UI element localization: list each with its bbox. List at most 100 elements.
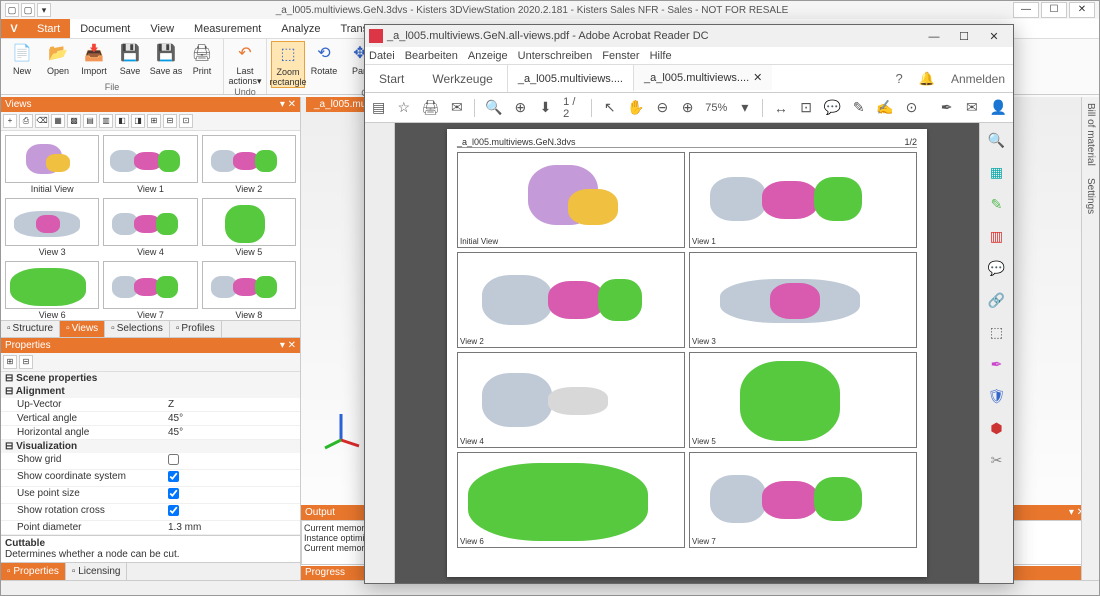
reader-doc-tab[interactable]: _a_l005.multiviews....	[507, 65, 633, 92]
menu-anzeige[interactable]: Anzeige	[468, 50, 508, 62]
chevron-down-icon[interactable]: ▾	[737, 99, 752, 117]
menu-unterschreiben[interactable]: Unterschreiben	[518, 50, 593, 62]
property-row[interactable]: Point diameter1.3 mm	[1, 521, 300, 535]
minimize-button[interactable]: —	[919, 31, 949, 43]
comment-icon[interactable]: 💬	[824, 99, 841, 117]
property-row[interactable]: Show grid	[1, 453, 300, 470]
ribbon-zoom-rectangle-button[interactable]: ⬚Zoom rectangle	[271, 41, 305, 88]
view-thumb[interactable]: View 8	[202, 261, 296, 320]
property-checkbox[interactable]	[168, 454, 179, 465]
reader-tool-icon[interactable]: ⬢	[986, 417, 1008, 439]
sign-icon[interactable]: ✍	[876, 99, 893, 117]
reader-tool-icon[interactable]: 🔍	[986, 129, 1008, 151]
property-checkbox[interactable]	[168, 505, 179, 516]
property-checkbox[interactable]	[168, 471, 179, 482]
ribbon-open-button[interactable]: 📂Open	[41, 41, 75, 82]
reader-tools-tab[interactable]: Werkzeuge	[418, 65, 506, 92]
close-icon[interactable]: ✕	[753, 64, 762, 92]
views-tb-btn[interactable]: ▦	[51, 114, 65, 128]
views-tb-btn[interactable]: ◧	[115, 114, 129, 128]
reader-tool-icon[interactable]: ✎	[986, 193, 1008, 215]
tab-licensing[interactable]: ▫ Licensing	[66, 563, 128, 580]
property-row[interactable]: Up-VectorZ	[1, 398, 300, 412]
reader-tool-icon[interactable]: ▦	[986, 161, 1008, 183]
minimize-button[interactable]: —	[1013, 2, 1039, 18]
ribbon-tab-document[interactable]: Document	[70, 19, 140, 38]
property-row[interactable]: Vertical angle45°	[1, 412, 300, 426]
reader-tool-icon[interactable]: 🔗	[986, 289, 1008, 311]
zoom-level[interactable]: 75%	[705, 102, 727, 114]
close-button[interactable]: ✕	[1069, 2, 1095, 18]
reader-tool-icon[interactable]: 💬	[986, 257, 1008, 279]
fit-page-icon[interactable]: ⊡	[799, 99, 814, 117]
property-row[interactable]: Show rotation cross	[1, 504, 300, 521]
maximize-button[interactable]: ☐	[949, 30, 979, 43]
bell-icon[interactable]: 🔔	[911, 65, 943, 92]
hand-icon[interactable]: ✋	[627, 99, 644, 117]
maximize-button[interactable]: ☐	[1041, 2, 1067, 18]
qat-btn[interactable]: ▢	[5, 3, 19, 17]
download-icon[interactable]: ⬇	[538, 99, 553, 117]
prop-section[interactable]: ⊟ Scene properties	[1, 372, 300, 385]
ribbon-save-as-button[interactable]: 💾Save as	[149, 41, 183, 82]
views-tb-btn[interactable]: +	[3, 114, 17, 128]
highlight-icon[interactable]: ✎	[851, 99, 866, 117]
view-thumb[interactable]: View 1	[103, 135, 197, 194]
reader-tool-icon[interactable]: ✂	[986, 449, 1008, 471]
reader-tool-icon[interactable]: 🛡	[986, 385, 1008, 407]
sign-doc-icon[interactable]: ✒	[939, 99, 954, 117]
close-button[interactable]: ✕	[979, 30, 1009, 43]
page-area[interactable]: _a_l005.multiviews.GeN.3dvs 1/2 Initial …	[395, 123, 979, 583]
property-row[interactable]: Horizontal angle45°	[1, 426, 300, 440]
view-thumb[interactable]: View 4	[103, 198, 197, 257]
view-thumb[interactable]: View 5	[202, 198, 296, 257]
sidebar-toggle-icon[interactable]: ▤	[371, 99, 386, 117]
page-current[interactable]: 1	[563, 96, 569, 108]
ribbon-tab-analyze[interactable]: Analyze	[271, 19, 330, 38]
menu-fenster[interactable]: Fenster	[602, 50, 639, 62]
panel-controls[interactable]: ▾ ✕	[280, 340, 296, 351]
zoom-in-icon[interactable]: ⊕	[513, 99, 528, 117]
tab-properties[interactable]: ▫ Properties	[1, 563, 66, 580]
qat-btn[interactable]: ▢	[21, 3, 35, 17]
select-icon[interactable]: ↖	[602, 99, 617, 117]
prop-tb-btn[interactable]: ⊞	[3, 355, 17, 369]
mail-icon[interactable]: ✉	[449, 99, 464, 117]
view-thumb[interactable]: Initial View	[5, 135, 99, 194]
property-row[interactable]: Use point size	[1, 487, 300, 504]
ribbon-print-button[interactable]: 🖨Print	[185, 41, 219, 82]
views-tb-btn[interactable]: ⊡	[179, 114, 193, 128]
reader-left-tools[interactable]	[365, 123, 395, 583]
star-icon[interactable]: ☆	[396, 99, 411, 117]
view-thumb[interactable]: View 7	[103, 261, 197, 320]
panel-controls[interactable]: ▾ ✕	[280, 99, 296, 110]
views-tb-btn[interactable]: ⌫	[35, 114, 49, 128]
views-tb-btn[interactable]: ⊟	[163, 114, 177, 128]
reader-start-tab[interactable]: Start	[365, 65, 418, 92]
views-tb-btn[interactable]: ▤	[83, 114, 97, 128]
reader-tool-icon[interactable]: ▥	[986, 225, 1008, 247]
search-icon[interactable]: 🔍	[485, 99, 502, 117]
reader-doc-tab[interactable]: _a_l005.multiviews.... ✕	[633, 65, 772, 92]
ribbon-tab-measurement[interactable]: Measurement	[184, 19, 271, 38]
property-row[interactable]: Show coordinate system	[1, 470, 300, 487]
people-icon[interactable]: 👤	[989, 99, 1006, 117]
views-tb-btn[interactable]: ◨	[131, 114, 145, 128]
zoom-in-icon[interactable]: ⊕	[680, 99, 695, 117]
signin-button[interactable]: Anmelden	[943, 65, 1013, 92]
view-thumb[interactable]: View 6	[5, 261, 99, 320]
property-checkbox[interactable]	[168, 488, 179, 499]
views-tb-btn[interactable]: ▥	[99, 114, 113, 128]
views-tb-btn[interactable]: ▩	[67, 114, 81, 128]
share-icon[interactable]: ✉	[964, 99, 979, 117]
ribbon-last-actions--button[interactable]: ↶Last actions▾	[228, 41, 262, 87]
zoom-out-icon[interactable]: ⊖	[655, 99, 670, 117]
app-logo[interactable]: V	[1, 19, 27, 38]
qat-btn[interactable]: ▾	[37, 3, 51, 17]
stamp-icon[interactable]: ⊙	[904, 99, 919, 117]
view-thumb[interactable]: View 3	[5, 198, 99, 257]
print-icon[interactable]: 🖨	[421, 99, 439, 117]
tab-structure[interactable]: ▫Structure	[1, 321, 60, 337]
views-tb-btn[interactable]: ⎙	[19, 114, 33, 128]
ribbon-tab-view[interactable]: View	[140, 19, 184, 38]
